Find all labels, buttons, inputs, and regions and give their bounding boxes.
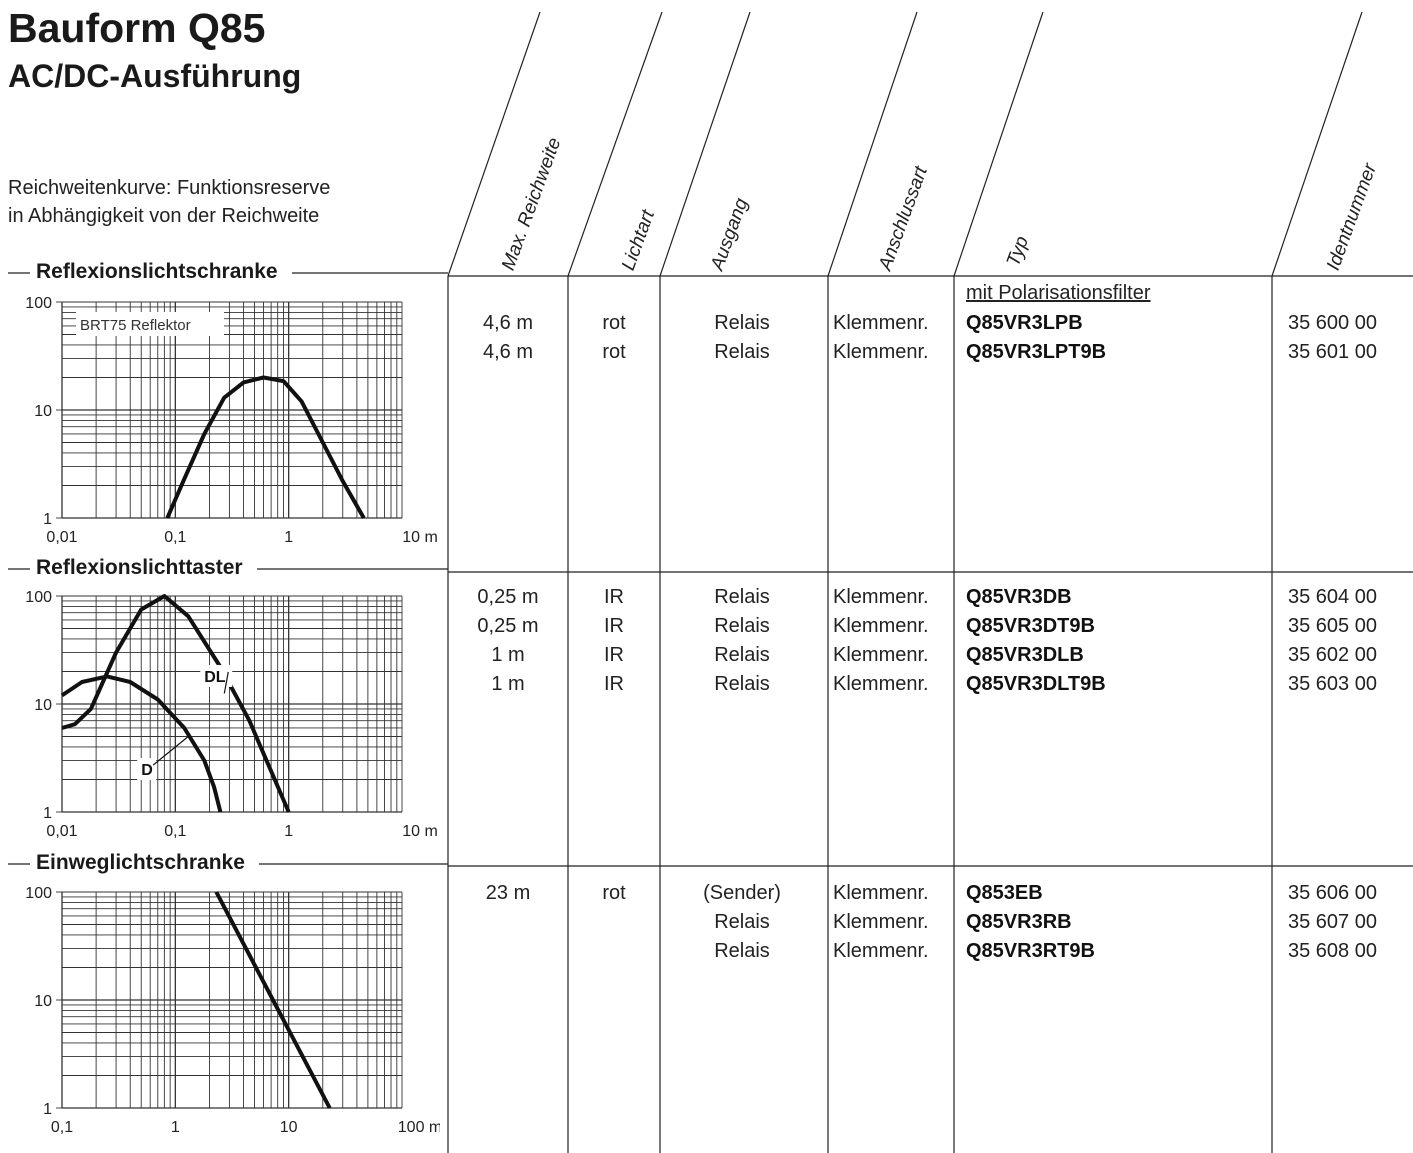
cell-type: Q85VR3RB bbox=[966, 911, 1072, 933]
cell-type: Q85VR3LPB bbox=[966, 312, 1083, 334]
cell-output: Relais bbox=[714, 673, 770, 695]
cell-range: 0,25 m bbox=[477, 615, 539, 637]
cell-ident-number: 35 608 00 bbox=[1288, 940, 1377, 962]
cell-ident-number: 35 605 00 bbox=[1288, 615, 1377, 637]
y-tick-label: 10 bbox=[34, 993, 52, 1010]
chart-annotation: BRT75 Reflektor bbox=[80, 317, 191, 334]
cell-range: 1 m bbox=[491, 673, 525, 695]
cell-output: Relais bbox=[714, 940, 770, 962]
x-tick-label: 100 m bbox=[398, 1119, 440, 1136]
y-tick-label: 10 bbox=[34, 403, 52, 420]
intro-line-1: Reichweitenkurve: Funktionsreserve bbox=[8, 177, 331, 199]
cell-type: Q85VR3RT9B bbox=[966, 940, 1095, 962]
cell-connection: Klemmenr. bbox=[833, 911, 929, 933]
cell-light-type: rot bbox=[602, 882, 626, 904]
cell-connection: Klemmenr. bbox=[833, 940, 929, 962]
x-tick-label: 10 bbox=[280, 1119, 298, 1136]
series-line bbox=[165, 375, 366, 519]
y-tick-label: 1 bbox=[43, 805, 52, 822]
cell-range: 23 m bbox=[485, 882, 531, 904]
section-note: mit Polarisationsfilter bbox=[966, 282, 1151, 304]
x-tick-label: 10 m bbox=[402, 823, 438, 840]
cell-ident-number: 35 602 00 bbox=[1288, 644, 1377, 666]
cell-light-type: IR bbox=[604, 673, 624, 695]
cell-type: Q853EB bbox=[966, 882, 1043, 904]
cell-connection: Klemmenr. bbox=[833, 615, 929, 637]
series-line bbox=[214, 891, 332, 1109]
cell-ident-number: 35 600 00 bbox=[1288, 312, 1377, 334]
cell-connection: Klemmenr. bbox=[833, 882, 929, 904]
section-title: Reflexionslichtschranke bbox=[30, 259, 292, 285]
cell-output: Relais bbox=[714, 586, 770, 608]
cell-connection: Klemmenr. bbox=[833, 312, 929, 334]
x-tick-label: 0,01 bbox=[46, 529, 77, 546]
cell-ident-number: 35 601 00 bbox=[1288, 341, 1377, 363]
cell-light-type: rot bbox=[602, 312, 626, 334]
intro-text: Reichweitenkurve: Funktionsreserve in Ab… bbox=[8, 174, 330, 230]
cell-output: Relais bbox=[714, 615, 770, 637]
x-tick-label: 0,1 bbox=[164, 529, 186, 546]
series-label: D bbox=[141, 762, 153, 779]
cell-type: Q85VR3LPT9B bbox=[966, 341, 1107, 363]
cell-type: Q85VR3DLT9B bbox=[966, 673, 1106, 695]
cell-connection: Klemmenr. bbox=[833, 673, 929, 695]
range-chart-1: 1 10 100 0,01 0,1 1 10 m BRT75 Reflektor bbox=[25, 295, 438, 546]
y-tick-label: 1 bbox=[43, 1101, 52, 1118]
cell-ident-number: 35 603 00 bbox=[1288, 673, 1377, 695]
cell-output: Relais bbox=[714, 911, 770, 933]
range-chart-2: 1 10 100 0,01 0,1 1 10 m DL D bbox=[25, 589, 438, 840]
cell-ident-number: 35 606 00 bbox=[1288, 882, 1377, 904]
cell-range: 4,6 m bbox=[482, 312, 534, 334]
cell-type: Q85VR3DT9B bbox=[966, 615, 1095, 637]
y-tick-label: 1 bbox=[43, 511, 52, 528]
intro-line-2: in Abhängigkeit von der Reichweite bbox=[8, 205, 320, 227]
cell-range: 4,6 m bbox=[482, 341, 534, 363]
x-tick-label: 10 m bbox=[402, 529, 438, 546]
cell-output: Relais bbox=[714, 644, 770, 666]
series-label: DL bbox=[204, 669, 226, 686]
cell-output: Relais bbox=[714, 341, 770, 363]
x-tick-label: 1 bbox=[171, 1119, 180, 1136]
cell-connection: Klemmenr. bbox=[833, 644, 929, 666]
y-tick-label: 100 bbox=[25, 885, 52, 902]
section-title: Einweglichtschranke bbox=[30, 850, 259, 876]
cell-type: Q85VR3DB bbox=[966, 586, 1072, 608]
cell-light-type: IR bbox=[604, 615, 624, 637]
cell-range: 0,25 m bbox=[477, 586, 539, 608]
x-tick-label: 1 bbox=[284, 529, 293, 546]
x-tick-label: 0,1 bbox=[164, 823, 186, 840]
cell-range: 1 m bbox=[491, 644, 525, 666]
cell-connection: Klemmenr. bbox=[833, 586, 929, 608]
cell-light-type: rot bbox=[602, 341, 626, 363]
x-tick-label: 0,1 bbox=[51, 1119, 73, 1136]
cell-light-type: IR bbox=[604, 586, 624, 608]
cell-output: (Sender) bbox=[703, 882, 781, 904]
page-subtitle: AC/DC-Ausführung bbox=[8, 58, 302, 94]
y-tick-label: 10 bbox=[34, 697, 52, 714]
y-tick-label: 100 bbox=[25, 589, 52, 606]
cell-ident-number: 35 604 00 bbox=[1288, 586, 1377, 608]
x-tick-label: 1 bbox=[284, 823, 293, 840]
cell-type: Q85VR3DLB bbox=[966, 644, 1084, 666]
series-line-dl bbox=[61, 594, 291, 813]
cell-ident-number: 35 607 00 bbox=[1288, 911, 1377, 933]
cell-light-type: IR bbox=[604, 644, 624, 666]
section-title: Reflexionslichttaster bbox=[30, 555, 257, 581]
page-title: Bauform Q85 bbox=[8, 5, 266, 51]
cell-connection: Klemmenr. bbox=[833, 341, 929, 363]
series-line-d bbox=[60, 674, 223, 813]
x-tick-label: 0,01 bbox=[46, 823, 77, 840]
y-tick-label: 100 bbox=[25, 295, 52, 312]
cell-output: Relais bbox=[714, 312, 770, 334]
